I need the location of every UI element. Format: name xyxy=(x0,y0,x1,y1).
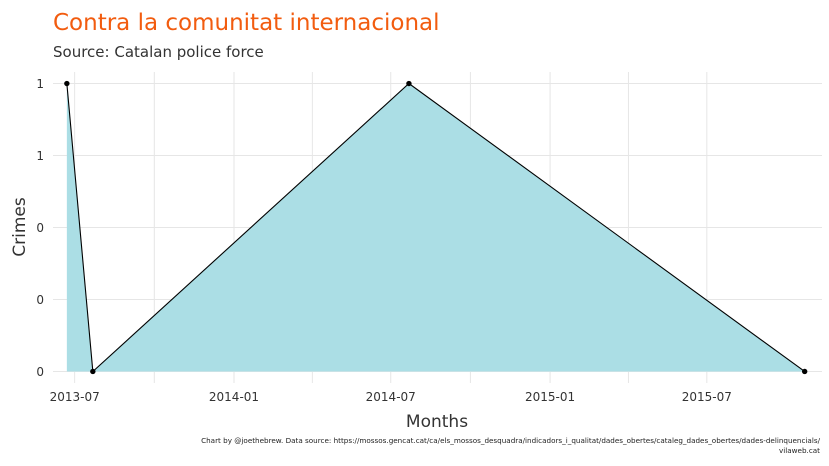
data-point-0 xyxy=(64,80,70,87)
y-tick-label-0: 0 xyxy=(36,365,44,379)
series-line xyxy=(66,82,806,373)
chart-subtitle: Source: Catalan police force xyxy=(53,43,264,61)
data-point-3 xyxy=(801,368,808,375)
data-point-2 xyxy=(406,80,412,87)
area-layer xyxy=(66,83,805,372)
y-tick-label-3: 1 xyxy=(36,149,44,163)
y-tick-labels: 0 0 0 1 1 xyxy=(36,77,44,379)
x-tick-label-2: 2014-07 xyxy=(366,390,416,404)
area-fill xyxy=(66,83,805,372)
x-tick-label-4: 2015-07 xyxy=(682,390,732,404)
x-tick-label-3: 2015-01 xyxy=(525,390,575,404)
y-tick-label-2: 0 xyxy=(36,221,44,235)
x-axis-label: Months xyxy=(406,412,468,432)
y-tick-label-4: 1 xyxy=(36,77,44,91)
chart-title: Contra la comunitat internacional xyxy=(53,10,440,36)
x-tick-label-0: 2013-07 xyxy=(50,390,100,404)
caption-site: vilaweb.cat xyxy=(779,446,820,455)
y-axis-label: Crimes xyxy=(10,197,30,257)
x-tick-labels: 2013-07 2014-01 2014-07 2015-01 2015-07 xyxy=(50,390,732,404)
line-layer xyxy=(66,82,806,373)
caption-source: Chart by @joethebrew. Data source: https… xyxy=(201,436,820,445)
point-layer xyxy=(64,80,808,375)
y-tick-label-1: 0 xyxy=(36,293,44,307)
x-tick-label-1: 2014-01 xyxy=(209,390,259,404)
data-point-1 xyxy=(90,368,96,375)
